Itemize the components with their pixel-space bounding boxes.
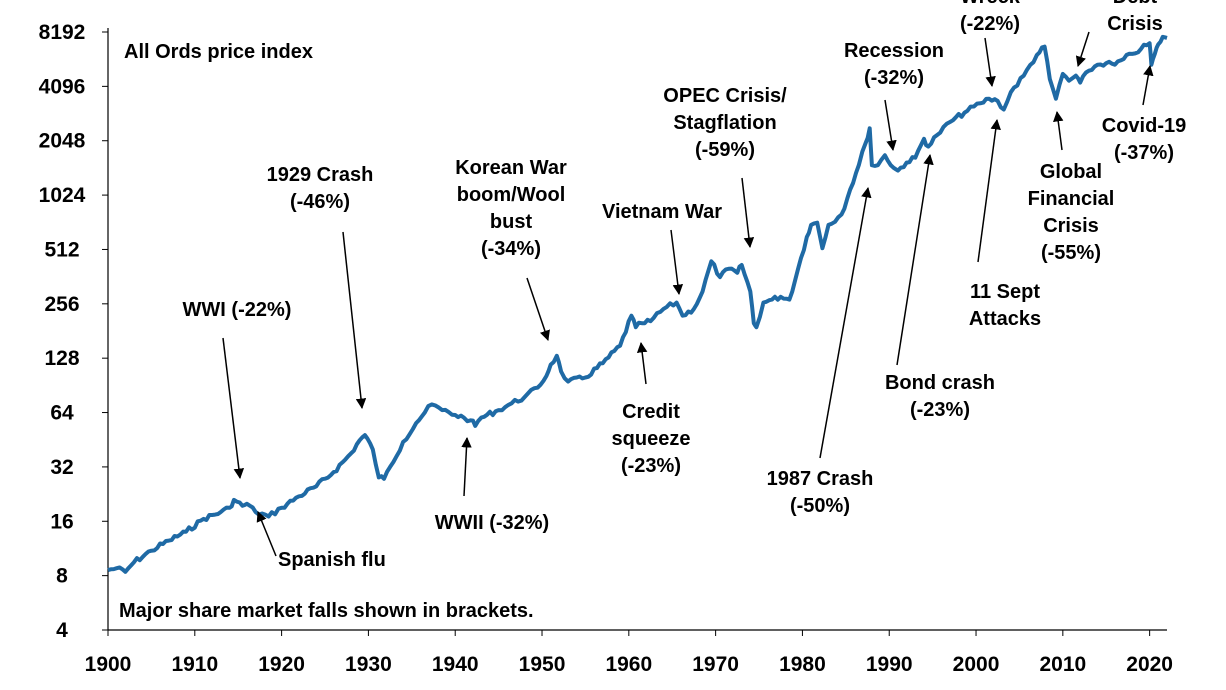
annotation-line: Spanish flu bbox=[278, 549, 386, 571]
x-tick-label: 1960 bbox=[605, 653, 652, 676]
annotation-label: 1987 Crash (-50%) bbox=[767, 468, 874, 517]
annotation-line: Wreck bbox=[960, 0, 1021, 8]
annotation-label: 11 Sept Attacks bbox=[969, 281, 1041, 330]
y-tick-label: 1024 bbox=[39, 184, 86, 207]
annotation-line: (-23%) bbox=[621, 455, 681, 477]
annotation-line: (-59%) bbox=[695, 139, 755, 161]
annotation-label: Covid-19 (-37%) bbox=[1102, 115, 1186, 164]
annotation-arrow bbox=[984, 37, 996, 88]
x-tick-label: 1990 bbox=[866, 653, 913, 676]
annotation-line: Credit bbox=[622, 401, 680, 423]
y-tick-label: 128 bbox=[44, 347, 79, 370]
tick-labels: 4 8 16 32 64 128 256 512 1024 2048 4096 8192 1900 191… bbox=[39, 21, 1173, 676]
annotation-line: (-22%) bbox=[960, 13, 1020, 35]
x-tick-label: 1930 bbox=[345, 653, 392, 676]
x-tick-label: 1940 bbox=[432, 653, 479, 676]
annotation-arrow bbox=[977, 118, 1001, 263]
annotation-line: 1987 Crash bbox=[767, 468, 874, 490]
annotation-line: bust bbox=[490, 211, 533, 233]
y-tick-label: 8 bbox=[56, 565, 68, 588]
x-tick-label: 2000 bbox=[953, 653, 1000, 676]
annotation-line: (-55%) bbox=[1041, 242, 1101, 264]
x-tick-label: 2020 bbox=[1126, 653, 1173, 676]
annotation-arrow bbox=[461, 436, 472, 497]
x-tick-label: 1920 bbox=[258, 653, 305, 676]
annotation-line: Crisis bbox=[1043, 215, 1099, 237]
annotation-label: Recession (-32%) bbox=[844, 40, 944, 89]
annotation-arrow bbox=[896, 153, 934, 366]
annotation-line: (-32%) bbox=[864, 67, 924, 89]
annotation-label: Korean War boom/Wool bust (-34%) bbox=[455, 157, 567, 260]
x-tick-label: 1900 bbox=[85, 653, 132, 676]
series-line bbox=[107, 34, 1168, 574]
annotation-line: 1929 Crash bbox=[267, 164, 374, 186]
annotation-label: Spanish flu bbox=[278, 549, 386, 571]
annotation-arrow bbox=[1053, 110, 1064, 151]
y-tick-label: 256 bbox=[44, 293, 79, 316]
annotation-arrow bbox=[526, 277, 550, 341]
y-tick-label: 16 bbox=[50, 510, 73, 533]
annotation-arrow bbox=[670, 229, 684, 296]
annotation-line: Attacks bbox=[969, 308, 1041, 330]
annotation-line: WWI (-22%) bbox=[183, 299, 292, 321]
series-layer bbox=[107, 34, 1168, 574]
annotation-arrow bbox=[636, 341, 648, 385]
annotation-line: Financial bbox=[1028, 188, 1115, 210]
y-tick-label: 2048 bbox=[39, 130, 86, 153]
annotation-line: OPEC Crisis/ bbox=[663, 85, 787, 107]
annotation-arrow bbox=[256, 511, 277, 557]
annotation-line: Crisis bbox=[1107, 13, 1163, 35]
y-tick-label: 8192 bbox=[39, 21, 86, 44]
index-label: All Ords price index bbox=[124, 41, 313, 63]
annotation-label: Vietnam War bbox=[602, 201, 722, 223]
x-tick-label: 1910 bbox=[171, 653, 218, 676]
annotation-arrow bbox=[741, 177, 755, 249]
annotation-label: WWII (-32%) bbox=[435, 512, 549, 534]
annotation-line: (-34%) bbox=[481, 238, 541, 260]
annotation-line: Korean War bbox=[455, 157, 567, 179]
annotation-label: 1929 Crash (-46%) bbox=[267, 164, 374, 213]
annotation-arrow bbox=[819, 186, 872, 459]
annotation-arrow bbox=[222, 337, 245, 480]
annotation-line: Recession bbox=[844, 40, 944, 62]
annotation-line: boom/Wool bbox=[457, 184, 566, 206]
annotation-line: Stagflation bbox=[673, 112, 776, 134]
annotation-line: (-37%) bbox=[1114, 142, 1174, 164]
annotation-line: Covid-19 bbox=[1102, 115, 1186, 137]
annotation-arrow bbox=[1142, 64, 1154, 106]
x-tick-label: 1950 bbox=[519, 653, 566, 676]
annotation-arrow bbox=[342, 231, 367, 410]
annotation-line: (-46%) bbox=[290, 191, 350, 213]
x-tick-label: 1980 bbox=[779, 653, 826, 676]
axes bbox=[102, 28, 1167, 636]
y-tick-label: 64 bbox=[50, 402, 74, 425]
annotation-line: (-23%) bbox=[910, 399, 970, 421]
annotation-line: Bond crash bbox=[885, 372, 995, 394]
annotations: WWI (-22%) Spanish flu 1929 Crash (-46%) WWI… bbox=[183, 0, 1187, 571]
y-tick-label: 32 bbox=[50, 456, 73, 479]
annotation-label: Bond crash (-23%) bbox=[885, 372, 995, 421]
annotation-line: squeeze bbox=[612, 428, 691, 450]
annotation-label: Wreck (-22%) bbox=[960, 0, 1021, 35]
annotation-label: OPEC Crisis/Stagflation (-59%) bbox=[663, 85, 787, 161]
annotation-label: Global Financial Crisis (-55%) bbox=[1028, 161, 1115, 264]
annotation-label: Credit squeeze (-23%) bbox=[612, 401, 691, 477]
annotation-line: 11 Sept bbox=[970, 281, 1040, 303]
x-tick-label: 2010 bbox=[1039, 653, 1086, 676]
footnote: Major share market falls shown in bracke… bbox=[119, 600, 534, 622]
annotation-line: Vietnam War bbox=[602, 201, 722, 223]
x-tick-label: 1970 bbox=[692, 653, 739, 676]
annotation-arrow bbox=[884, 99, 897, 152]
y-tick-label: 4096 bbox=[39, 75, 86, 98]
annotation-line: Debt bbox=[1113, 0, 1158, 8]
annotation-label: WWI (-22%) bbox=[183, 299, 292, 321]
annotation-label: Debt Crisis bbox=[1107, 0, 1163, 35]
annotation-line: WWII (-32%) bbox=[435, 512, 549, 534]
y-tick-label: 512 bbox=[44, 238, 79, 261]
y-tick-label: 4 bbox=[56, 619, 68, 642]
annotation-line: Global bbox=[1040, 161, 1102, 183]
annotation-arrow bbox=[1075, 31, 1090, 67]
annotation-line: (-50%) bbox=[790, 495, 850, 517]
